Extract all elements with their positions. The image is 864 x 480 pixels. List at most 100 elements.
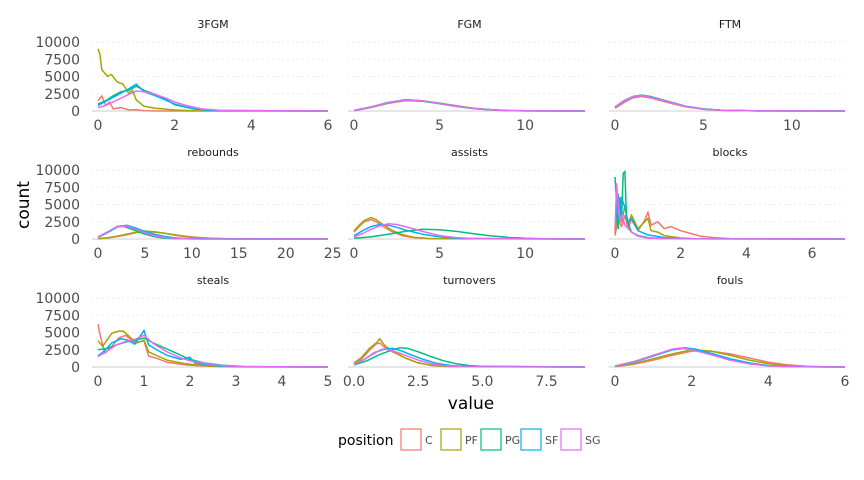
facet-title: 3FGM xyxy=(197,18,228,31)
facet-turnovers: turnovers0.0 2.5 5.0 7.5 xyxy=(343,274,585,390)
x-tick-label: 2 xyxy=(676,246,685,262)
series-line-PG xyxy=(354,100,585,111)
x-axis-title: value xyxy=(448,394,494,414)
legend-item-SF: SF xyxy=(521,429,558,450)
legend-label: SG xyxy=(585,434,601,447)
series-line-PG xyxy=(354,229,585,239)
legend-title: position xyxy=(338,433,393,449)
series-line-PG xyxy=(615,171,845,239)
x-tick-label: 4 xyxy=(247,118,256,134)
y-tick-label: 10000 xyxy=(35,163,80,179)
facet-title: steals xyxy=(197,274,230,287)
series-line-SF xyxy=(354,225,585,240)
y-tick-label: 2500 xyxy=(44,343,80,359)
x-tick-label: 5 xyxy=(435,246,444,262)
series-line-SG xyxy=(615,184,845,239)
x-tick-label: 0 xyxy=(611,246,620,262)
facet-fouls: fouls 0 2 4 6 xyxy=(609,274,850,390)
x-tick-label: 0 xyxy=(350,118,359,134)
x-tick-label: 4 xyxy=(742,246,751,262)
x-tick-label: 5 xyxy=(699,118,708,134)
y-tick-label: 5000 xyxy=(44,198,80,214)
legend-item-SG: SG xyxy=(561,429,601,450)
legend-item-C: C xyxy=(401,429,433,450)
x-tick-label: 2 xyxy=(687,374,696,390)
legend-key xyxy=(441,429,461,450)
y-axis-title: count xyxy=(14,181,34,229)
x-tick-label: 25 xyxy=(324,246,342,262)
series-line-PF xyxy=(354,339,585,367)
series-line-PF xyxy=(98,231,328,239)
x-tick-label: 2 xyxy=(186,374,195,390)
legend-key xyxy=(401,429,421,450)
y-tick-label: 2500 xyxy=(44,215,80,231)
x-tick-label: 6 xyxy=(808,246,817,262)
series-line-SF xyxy=(98,225,328,239)
y-tick-label: 5000 xyxy=(44,70,80,86)
y-tick-label: 0 xyxy=(71,360,80,376)
legend-key xyxy=(481,429,501,450)
x-tick-label: 10 xyxy=(516,246,534,262)
facet-title: assists xyxy=(451,146,488,159)
x-tick-label: 10 xyxy=(183,246,201,262)
x-tick-label: 3 xyxy=(232,374,241,390)
y-tick-label: 7500 xyxy=(44,180,80,196)
legend-label: C xyxy=(425,434,433,447)
series-line-PF xyxy=(98,331,328,367)
series-line-SG xyxy=(98,335,328,367)
x-tick-label: 4 xyxy=(764,374,773,390)
series-line-PF xyxy=(354,218,585,239)
legend-label: PG xyxy=(505,434,520,447)
x-tick-label: 6 xyxy=(841,374,850,390)
legend-label: SF xyxy=(545,434,558,447)
y-tick-label: 7500 xyxy=(44,52,80,68)
x-tick-label: 5 xyxy=(140,246,149,262)
facet-title: fouls xyxy=(717,274,744,287)
x-tick-label: 20 xyxy=(277,246,295,262)
y-tick-label: 10000 xyxy=(35,35,80,51)
legend-key xyxy=(521,429,541,450)
legend-key xyxy=(561,429,581,450)
series-line-C xyxy=(615,97,845,112)
x-tick-label: 5.0 xyxy=(471,374,493,390)
x-tick-label: 0 xyxy=(94,246,103,262)
facet-title: blocks xyxy=(713,146,748,159)
x-tick-label: 5 xyxy=(435,118,444,134)
y-tick-label: 2500 xyxy=(44,87,80,103)
facet-title: FTM xyxy=(719,18,741,31)
facet-title: FGM xyxy=(457,18,481,31)
y-tick-label: 10000 xyxy=(35,291,80,307)
x-tick-label: 4 xyxy=(278,374,287,390)
x-tick-label: 10 xyxy=(516,118,534,134)
series-line-C xyxy=(98,324,328,367)
legend-items: C PF PG SF SG xyxy=(401,429,601,450)
x-tick-label: 0 xyxy=(611,118,620,134)
x-tick-label: 6 xyxy=(324,118,333,134)
x-tick-label: 15 xyxy=(230,246,248,262)
y-tick-label: 7500 xyxy=(44,308,80,324)
legend-item-PF: PF xyxy=(441,429,478,450)
series-line-SF xyxy=(98,330,328,367)
legend-item-PG: PG xyxy=(481,429,520,450)
x-tick-label: 0 xyxy=(611,374,620,390)
facet-title: rebounds xyxy=(187,146,239,159)
series-line-PG xyxy=(354,348,585,367)
facet-title: turnovers xyxy=(443,274,496,287)
y-tick-label: 0 xyxy=(71,232,80,248)
y-tick-label: 0 xyxy=(71,104,80,120)
x-tick-label: 1 xyxy=(140,374,149,390)
x-tick-label: 0 xyxy=(94,374,103,390)
y-tick-label: 5000 xyxy=(44,326,80,342)
facet-assists: assists 0 5 10 xyxy=(348,146,585,262)
x-tick-label: 0 xyxy=(94,118,103,134)
series-line-C xyxy=(98,96,328,111)
x-tick-label: 0.0 xyxy=(343,374,365,390)
x-tick-label: 2.5 xyxy=(407,374,429,390)
facet-blocks: blocks 0 2 4 6 xyxy=(609,146,845,262)
x-tick-label: 2 xyxy=(170,118,179,134)
facet-FTM: FTM 0 5 10 xyxy=(609,18,845,134)
